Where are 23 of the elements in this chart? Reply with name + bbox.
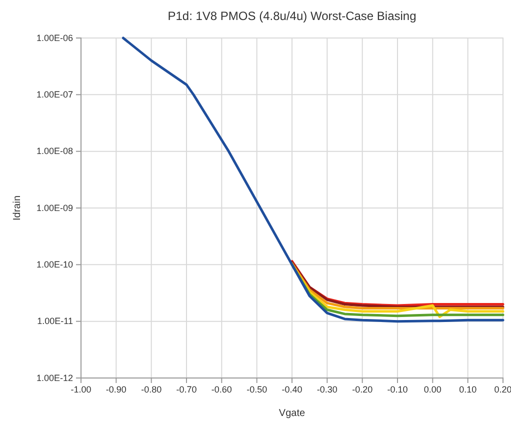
y-tick-label: 1.00E-11 (37, 316, 73, 326)
x-tick-label: -0.50 (246, 384, 268, 394)
y-tick-label: 1.00E-12 (36, 372, 73, 383)
x-tick-label: -0.80 (141, 384, 162, 394)
y-axis-title: Idrain (12, 195, 23, 221)
x-tick-label: -0.60 (211, 384, 232, 394)
x-tick-label: -0.30 (316, 384, 338, 394)
x-tick-label: -0.70 (176, 384, 197, 394)
x-tick-label: -0.40 (282, 384, 302, 394)
x-axis-title: Vgate (278, 408, 306, 419)
x-tick-label: -0.20 (352, 384, 373, 394)
x-tick-label: -1.00 (70, 384, 92, 394)
y-tick-label: 1.00E-07 (36, 90, 73, 100)
y-tick-label: 1.00E-08 (36, 146, 73, 156)
x-tick-label: 0.00 (424, 384, 442, 394)
line-series (122, 36, 504, 323)
x-tick-label: 0.10 (459, 384, 477, 394)
x-tick-label: -0.90 (106, 384, 126, 394)
x-tick-label: -0.10 (387, 384, 408, 394)
y-tick-label: 1.00E-10 (36, 260, 73, 270)
chart-title: P1d: 1V8 PMOS (4.8u/4u) Worst-Case Biasing (168, 9, 416, 23)
y-tick-label: 1.00E-09 (36, 202, 73, 213)
y-tick-label: 1.00E-06 (36, 32, 73, 43)
